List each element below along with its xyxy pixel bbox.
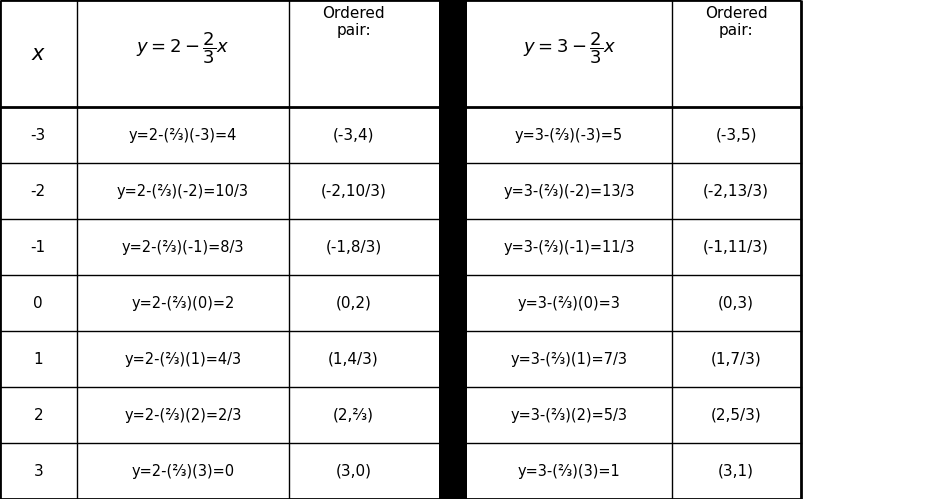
Text: (-3,4): (-3,4) xyxy=(333,128,374,143)
Text: -3: -3 xyxy=(31,128,46,143)
Text: y=3-(⅔)(1)=7/3: y=3-(⅔)(1)=7/3 xyxy=(510,352,628,367)
Text: (0,3): (0,3) xyxy=(718,295,754,311)
Bar xyxy=(439,0,466,499)
Text: Ordered
pair:: Ordered pair: xyxy=(704,6,768,38)
Text: (1,7/3): (1,7/3) xyxy=(711,352,761,367)
Text: y=2-(⅔)(-1)=8/3: y=2-(⅔)(-1)=8/3 xyxy=(121,240,244,254)
Text: (-2,13/3): (-2,13/3) xyxy=(703,184,769,199)
Text: $x$: $x$ xyxy=(31,43,46,64)
Text: y=3-(⅔)(0)=3: y=3-(⅔)(0)=3 xyxy=(518,295,620,311)
Text: (1,4/3): (1,4/3) xyxy=(328,352,379,367)
Text: y=2-(⅔)(0)=2: y=2-(⅔)(0)=2 xyxy=(132,295,234,311)
Text: (2,⅔): (2,⅔) xyxy=(333,408,374,423)
Text: (2,5/3): (2,5/3) xyxy=(711,408,761,423)
Text: -1: -1 xyxy=(31,240,46,254)
Text: (-2,10/3): (-2,10/3) xyxy=(321,184,386,199)
Text: 1: 1 xyxy=(34,352,43,367)
Text: $y = 2 - \dfrac{2}{3}x$: $y = 2 - \dfrac{2}{3}x$ xyxy=(136,31,230,66)
Text: y=3-(⅔)(2)=5/3: y=3-(⅔)(2)=5/3 xyxy=(510,408,628,423)
Text: y=3-(⅔)(-1)=11/3: y=3-(⅔)(-1)=11/3 xyxy=(504,240,634,254)
Text: $y = 3 - \dfrac{2}{3}x$: $y = 3 - \dfrac{2}{3}x$ xyxy=(522,31,616,66)
Text: 2: 2 xyxy=(34,408,43,423)
Text: 0: 0 xyxy=(34,295,43,311)
Text: y=2-(⅔)(-2)=10/3: y=2-(⅔)(-2)=10/3 xyxy=(117,184,249,199)
Text: y=3-(⅔)(-2)=13/3: y=3-(⅔)(-2)=13/3 xyxy=(504,184,634,199)
Text: (-1,11/3): (-1,11/3) xyxy=(703,240,769,254)
Text: (0,2): (0,2) xyxy=(336,295,371,311)
Text: y=2-(⅔)(-3)=4: y=2-(⅔)(-3)=4 xyxy=(129,128,237,143)
Text: (3,1): (3,1) xyxy=(718,464,754,479)
Text: 3: 3 xyxy=(34,464,43,479)
Text: y=3-(⅔)(3)=1: y=3-(⅔)(3)=1 xyxy=(518,464,620,479)
Text: Ordered
pair:: Ordered pair: xyxy=(322,6,385,38)
Text: (-1,8/3): (-1,8/3) xyxy=(326,240,382,254)
Text: y=2-(⅔)(2)=2/3: y=2-(⅔)(2)=2/3 xyxy=(124,408,242,423)
Text: y=2-(⅔)(1)=4/3: y=2-(⅔)(1)=4/3 xyxy=(124,352,242,367)
Text: -2: -2 xyxy=(31,184,46,199)
Text: (3,0): (3,0) xyxy=(336,464,371,479)
Text: (-3,5): (-3,5) xyxy=(716,128,757,143)
Text: y=3-(⅔)(-3)=5: y=3-(⅔)(-3)=5 xyxy=(515,128,623,143)
Text: y=2-(⅔)(3)=0: y=2-(⅔)(3)=0 xyxy=(132,464,234,479)
